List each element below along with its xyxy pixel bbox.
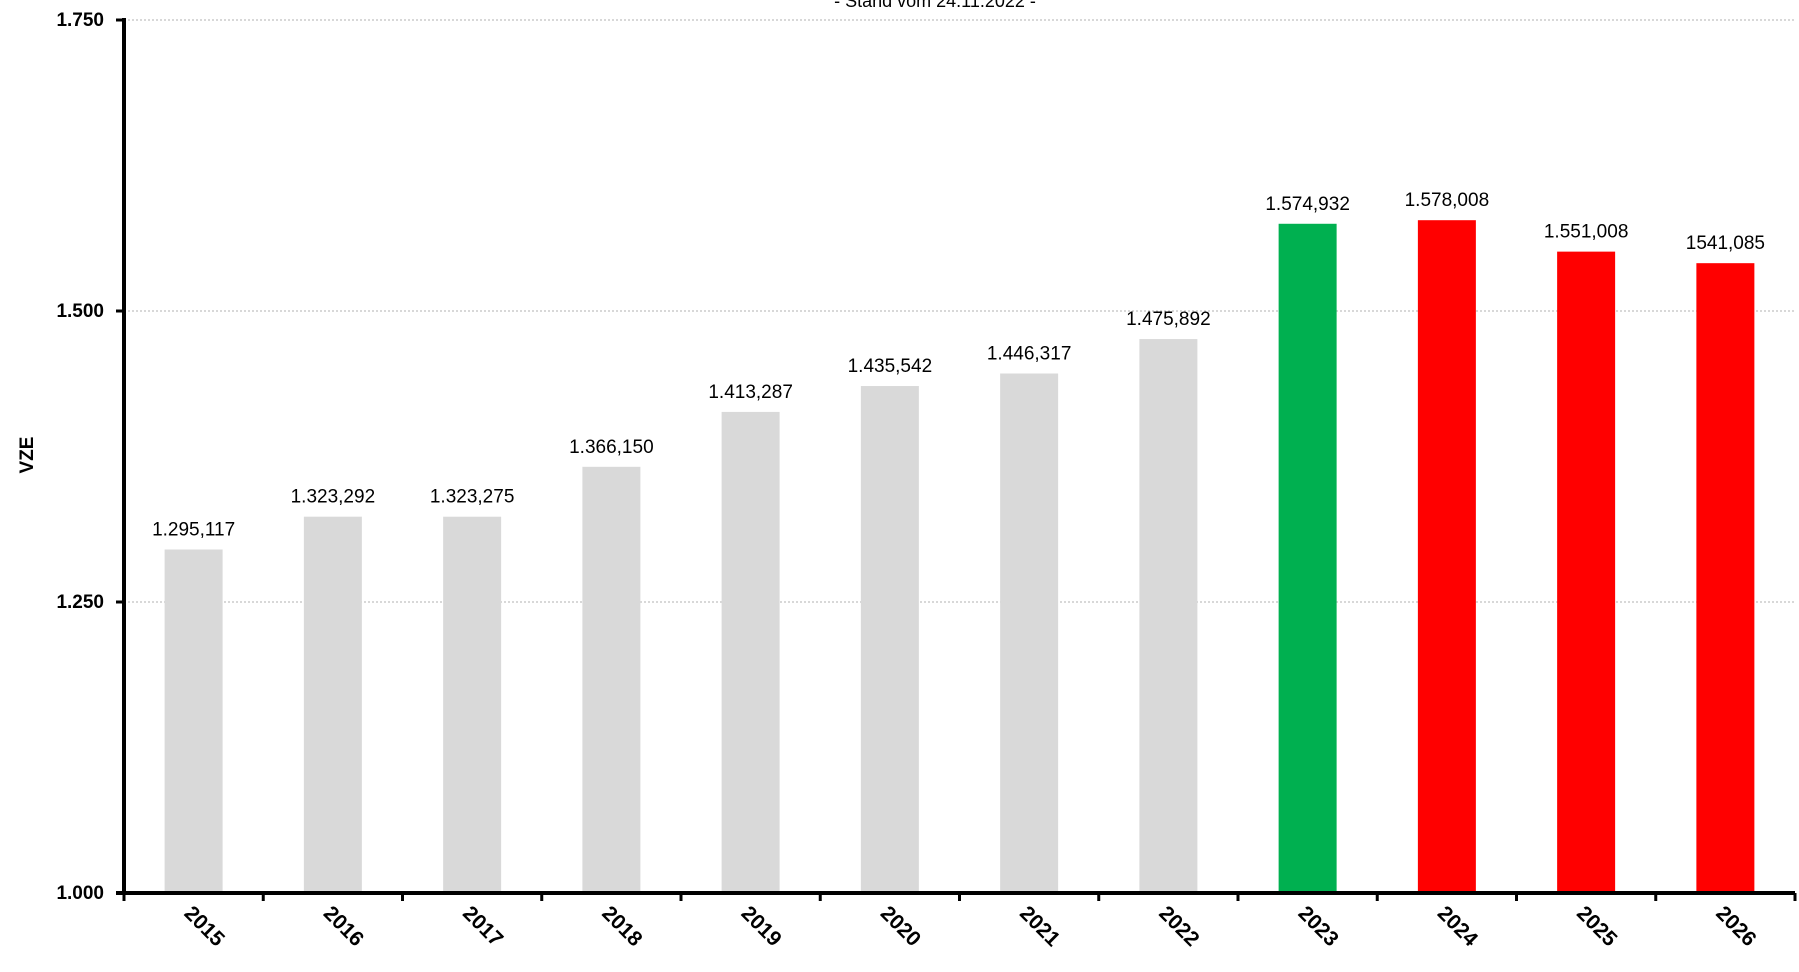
y-tick-label: 1.750 xyxy=(56,10,104,31)
data-label: 1.578,008 xyxy=(1405,190,1490,211)
x-tick-labels: 2015 2016 2017 2018 2019 2020 2021 2022 2023 2024… xyxy=(180,902,1761,952)
bar xyxy=(1696,263,1755,893)
chart-subtitle: - Stand vom 24.11.2022 - xyxy=(834,0,1036,11)
x-tick-label: 2015 xyxy=(180,902,230,952)
data-label: 1541,085 xyxy=(1686,233,1765,254)
y-tick-label: 1.000 xyxy=(56,883,104,904)
axes xyxy=(116,18,1797,901)
data-label: 1.551,008 xyxy=(1544,222,1629,243)
bar xyxy=(860,386,919,893)
data-label: 1.366,150 xyxy=(569,437,654,458)
data-label: 1.435,542 xyxy=(848,356,933,377)
data-label: 1.574,932 xyxy=(1265,194,1350,215)
bar xyxy=(721,411,780,893)
grid-lines xyxy=(124,19,1795,603)
data-labels: 1.295,117 1.323,292 1.323,275 1.366,150 1.41… xyxy=(152,190,1765,540)
x-tick-label: 2020 xyxy=(876,902,925,951)
bar xyxy=(164,549,223,893)
y-tick-label: 1.500 xyxy=(56,301,104,322)
x-tick-label: 2019 xyxy=(737,902,786,951)
x-tick-label: 2023 xyxy=(1294,902,1343,951)
x-tick-label: 2017 xyxy=(458,902,507,951)
bar xyxy=(1278,223,1337,893)
data-label: 1.295,117 xyxy=(152,519,235,540)
y-axis-label: VZE xyxy=(17,437,38,474)
bar xyxy=(443,516,502,893)
bar xyxy=(1557,251,1616,893)
x-tick-label: 2021 xyxy=(1015,902,1065,952)
x-tick-label: 2016 xyxy=(319,902,368,951)
x-tick-label: 2022 xyxy=(1154,902,1203,951)
y-tick-labels: 1.000 1.250 1.500 1.750 xyxy=(56,10,104,904)
y-tick-label: 1.250 xyxy=(56,592,104,613)
bar xyxy=(1417,220,1476,894)
x-tick-label: 2018 xyxy=(597,902,647,952)
bar xyxy=(1000,373,1059,893)
bar xyxy=(1139,339,1198,893)
data-label: 1.475,892 xyxy=(1126,309,1211,330)
data-label: 1.413,287 xyxy=(708,382,793,403)
data-label: 1.446,317 xyxy=(987,343,1072,364)
x-tick-label: 2026 xyxy=(1711,902,1760,951)
bar xyxy=(303,516,362,893)
data-label: 1.323,292 xyxy=(291,487,376,508)
data-label: 1.323,275 xyxy=(430,487,515,508)
bar xyxy=(582,466,641,893)
bars xyxy=(164,220,1755,894)
x-tick-label: 2025 xyxy=(1572,902,1622,952)
x-tick-label: 2024 xyxy=(1433,902,1483,952)
